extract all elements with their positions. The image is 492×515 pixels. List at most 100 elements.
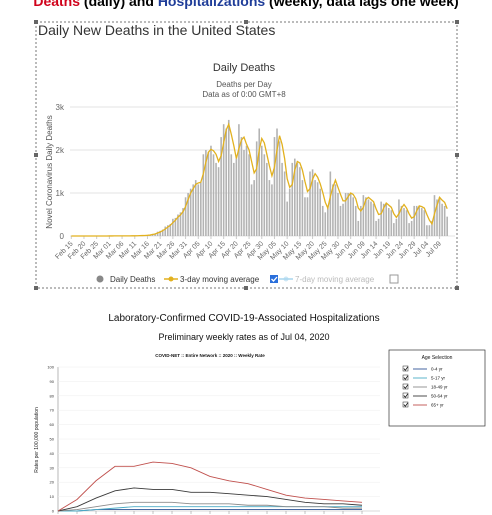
checkbox[interactable] <box>402 392 409 399</box>
legend-label[interactable]: 7-day moving average <box>295 275 375 284</box>
bar <box>278 141 281 236</box>
checkmark <box>403 402 409 407</box>
bar <box>187 193 189 236</box>
y-tick-label: 80 <box>50 393 55 398</box>
legend-label[interactable]: 3-day moving average <box>180 275 260 284</box>
bar <box>260 145 263 236</box>
bar <box>222 124 225 236</box>
legend-label[interactable]: 65+ yr <box>431 403 444 408</box>
legend-label[interactable]: 5-17 yr <box>431 376 446 381</box>
bar <box>248 154 250 236</box>
bar <box>360 205 362 236</box>
bar <box>334 184 337 236</box>
bar <box>415 205 418 236</box>
bar <box>306 197 309 236</box>
bar <box>174 217 177 236</box>
header-part: Hospitalizations <box>158 0 266 9</box>
legend-marker <box>283 276 289 282</box>
legend-label[interactable]: 18-49 yr <box>431 385 448 390</box>
series-line <box>57 487 363 512</box>
bar <box>266 162 268 236</box>
bar <box>357 220 360 236</box>
bar <box>205 150 207 236</box>
y-tick-label: 70 <box>50 408 55 413</box>
bar <box>215 162 217 236</box>
chart-subtitle: Deaths per Day <box>216 80 272 89</box>
bar <box>352 197 355 236</box>
bar <box>428 225 431 236</box>
checkbox[interactable] <box>270 275 278 283</box>
bar <box>395 218 398 236</box>
bar <box>403 208 405 236</box>
bar <box>210 145 212 236</box>
page-header: Deaths (daily) and Hospitalizations (wee… <box>33 0 458 9</box>
legend-title: Age Selection <box>422 355 453 361</box>
y-tick-label: 60 <box>50 422 55 427</box>
bar <box>443 205 446 236</box>
bar <box>324 212 327 236</box>
y-tick-label: 50 <box>50 437 55 442</box>
bar <box>349 193 352 236</box>
bar <box>235 158 238 236</box>
bar <box>179 212 182 236</box>
bar <box>293 158 296 236</box>
bar <box>347 193 349 236</box>
checkbox[interactable] <box>402 365 409 372</box>
bar <box>273 137 276 236</box>
checkbox[interactable] <box>402 383 409 390</box>
y-tick-label: 0 <box>52 509 55 514</box>
moving-average-line <box>71 122 448 237</box>
bar <box>327 205 329 236</box>
bar <box>202 154 205 236</box>
bar <box>230 154 233 236</box>
checkmark <box>403 384 409 389</box>
legend-marker <box>168 276 174 282</box>
bar <box>367 199 370 236</box>
y-tick-label: 10 <box>50 494 55 499</box>
bar <box>268 180 271 236</box>
legend-label[interactable]: 50-64 yr <box>431 394 448 399</box>
bar <box>436 199 438 236</box>
bar <box>197 184 200 236</box>
bar <box>250 184 253 236</box>
bar <box>418 205 421 236</box>
legend-label[interactable]: Daily Deaths <box>110 275 155 284</box>
bar <box>192 184 194 236</box>
y-tick-label: 90 <box>50 379 55 384</box>
bar <box>426 225 428 236</box>
bar <box>164 226 167 236</box>
bar <box>446 216 448 236</box>
legend-label[interactable]: 0-4 yr <box>431 367 443 372</box>
bar <box>319 188 321 236</box>
y-tick-label: 2k <box>56 146 65 155</box>
bar <box>288 188 291 236</box>
bar <box>413 205 415 236</box>
bar <box>405 210 408 236</box>
bar <box>276 128 278 236</box>
bar <box>245 145 248 236</box>
bar <box>382 203 385 236</box>
bar <box>380 201 382 236</box>
bar <box>385 203 388 236</box>
checkbox[interactable] <box>402 374 409 381</box>
y-axis-label: Novel Coronavirus Daily Deaths <box>45 115 54 228</box>
bar <box>240 137 243 236</box>
bar <box>438 197 441 236</box>
chart-title: Laboratory-Confirmed COVID-19-Associated… <box>108 313 379 324</box>
bar <box>253 180 255 236</box>
bar <box>172 218 174 236</box>
checkmark <box>403 366 409 371</box>
header-part: Deaths <box>33 0 80 9</box>
bar <box>299 167 301 236</box>
bar <box>154 233 156 236</box>
bar <box>370 201 372 236</box>
bar <box>159 230 161 236</box>
bar <box>207 152 210 236</box>
bar <box>169 223 172 236</box>
frame-title: Daily New Deaths in the United States <box>38 22 275 38</box>
checkbox[interactable] <box>402 401 409 408</box>
inner-title: COVID-NET :: Entire Network :: 2020 :: W… <box>155 353 265 358</box>
checkbox[interactable] <box>389 274 399 284</box>
bar <box>332 184 334 236</box>
